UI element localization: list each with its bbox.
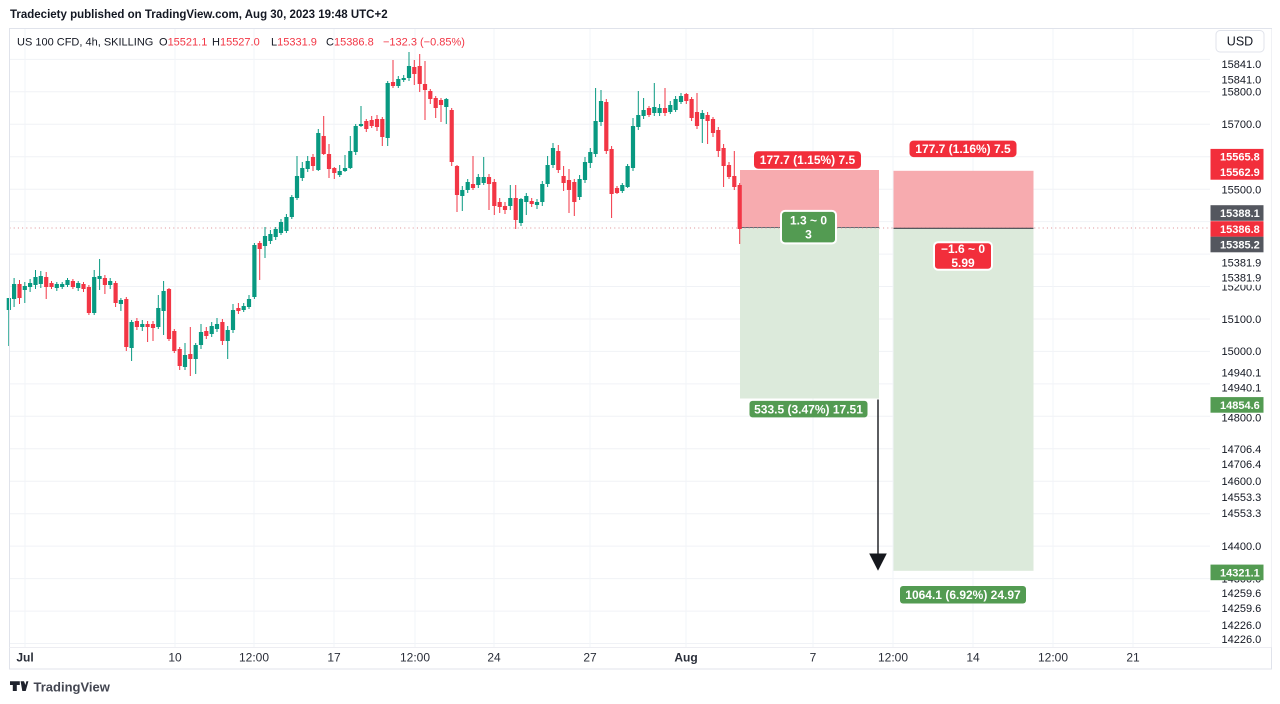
svg-text:27: 27 xyxy=(583,651,597,665)
svg-text:15386.8: 15386.8 xyxy=(1220,224,1260,236)
svg-text:15388.1: 15388.1 xyxy=(1220,208,1260,220)
svg-text:C15386.8: C15386.8 xyxy=(326,37,374,49)
svg-text:Aug: Aug xyxy=(674,651,697,665)
svg-text:15841.0: 15841.0 xyxy=(1222,75,1262,87)
svg-text:14259.6: 14259.6 xyxy=(1222,603,1262,615)
svg-text:7: 7 xyxy=(810,651,817,665)
svg-text:L15331.9: L15331.9 xyxy=(271,37,317,49)
svg-text:Tradeciety published on Tradin: Tradeciety published on TradingView.com,… xyxy=(10,9,388,21)
svg-text:Jul: Jul xyxy=(16,651,33,665)
svg-text:14854.6: 14854.6 xyxy=(1220,400,1260,412)
svg-text:14706.4: 14706.4 xyxy=(1222,444,1262,456)
svg-text:14226.0: 14226.0 xyxy=(1222,620,1262,632)
svg-text:177.7 (1.16%) 7.5: 177.7 (1.16%) 7.5 xyxy=(915,142,1011,156)
svg-text:3: 3 xyxy=(805,227,812,241)
svg-text:17: 17 xyxy=(327,651,341,665)
svg-text:1.3 ~ 0: 1.3 ~ 0 xyxy=(790,213,827,227)
svg-text:15565.8: 15565.8 xyxy=(1220,152,1260,164)
svg-text:15381.9: 15381.9 xyxy=(1222,257,1262,269)
svg-text:H15527.0: H15527.0 xyxy=(212,37,260,49)
svg-text:12:00: 12:00 xyxy=(239,651,269,665)
svg-text:21: 21 xyxy=(1126,651,1140,665)
svg-text:533.5 (3.47%) 17.51: 533.5 (3.47%) 17.51 xyxy=(754,402,863,416)
svg-text:15700.0: 15700.0 xyxy=(1222,119,1262,131)
svg-text:15500.0: 15500.0 xyxy=(1222,184,1262,196)
svg-text:24: 24 xyxy=(487,651,501,665)
svg-text:14321.1: 14321.1 xyxy=(1220,567,1260,579)
svg-text:14259.6: 14259.6 xyxy=(1222,588,1262,600)
svg-text:15562.9: 15562.9 xyxy=(1220,167,1260,179)
svg-text:14600.0: 14600.0 xyxy=(1222,476,1262,488)
svg-text:15381.9: 15381.9 xyxy=(1222,272,1262,284)
svg-text:USD: USD xyxy=(1227,35,1253,49)
svg-text:14553.3: 14553.3 xyxy=(1222,492,1262,504)
svg-text:14940.1: 14940.1 xyxy=(1222,367,1262,379)
svg-text:O15521.1: O15521.1 xyxy=(159,37,207,49)
svg-text:14800.0: 14800.0 xyxy=(1222,412,1262,424)
svg-text:1064.1 (6.92%) 24.97: 1064.1 (6.92%) 24.97 xyxy=(905,588,1021,602)
svg-text:14: 14 xyxy=(966,651,980,665)
svg-text:TradingView: TradingView xyxy=(34,680,111,695)
svg-text:177.7 (1.15%) 7.5: 177.7 (1.15%) 7.5 xyxy=(760,153,856,167)
svg-text:15100.0: 15100.0 xyxy=(1222,314,1262,326)
svg-text:15800.0: 15800.0 xyxy=(1222,87,1262,99)
svg-text:US 100 CFD, 4h, SKILLING: US 100 CFD, 4h, SKILLING xyxy=(17,37,153,49)
svg-text:12:00: 12:00 xyxy=(1038,651,1068,665)
svg-text:15841.0: 15841.0 xyxy=(1222,59,1262,71)
svg-text:−1.6 ~ 0: −1.6 ~ 0 xyxy=(941,242,985,256)
svg-text:14553.3: 14553.3 xyxy=(1222,508,1262,520)
svg-text:14400.0: 14400.0 xyxy=(1222,541,1262,553)
svg-text:12:00: 12:00 xyxy=(878,651,908,665)
svg-text:14226.0: 14226.0 xyxy=(1222,634,1262,646)
svg-text:−132.3 (−0.85%): −132.3 (−0.85%) xyxy=(383,37,465,49)
svg-text:12:00: 12:00 xyxy=(400,651,430,665)
svg-text:5.99: 5.99 xyxy=(951,256,975,270)
svg-text:14706.4: 14706.4 xyxy=(1222,459,1262,471)
svg-text:15000.0: 15000.0 xyxy=(1222,346,1262,358)
svg-text:10: 10 xyxy=(168,651,182,665)
svg-text:15385.2: 15385.2 xyxy=(1220,239,1260,251)
svg-text:14940.1: 14940.1 xyxy=(1222,383,1262,395)
